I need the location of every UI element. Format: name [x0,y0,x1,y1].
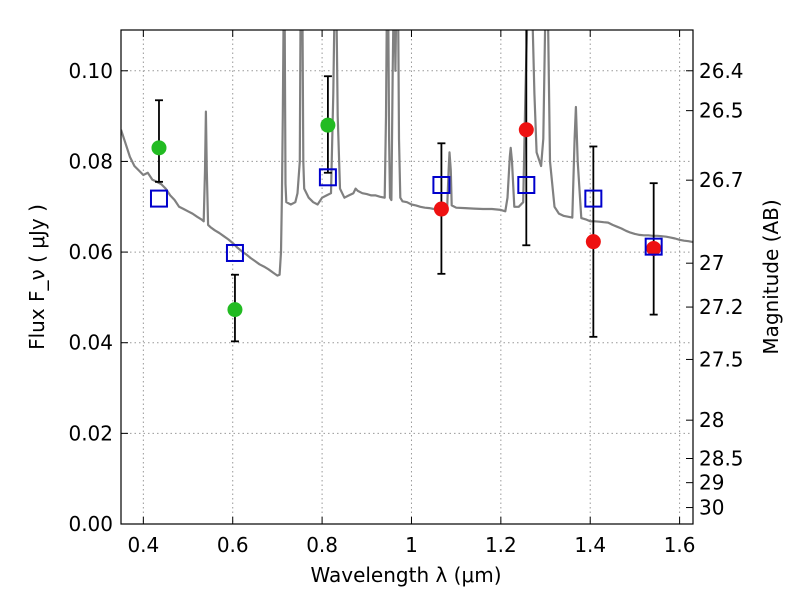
template-spectrum-line [121,30,693,277]
template-spectrum [121,30,693,277]
red-data-point [646,240,662,256]
y2-tick-label: 26.4 [699,59,744,83]
y2-tick-label: 27.5 [699,347,744,371]
green-data-point [320,117,336,133]
x-tick-label: 0.4 [127,533,159,557]
y2-tick-label: 29 [699,471,724,495]
y2-tick-label: 26.7 [699,168,744,192]
y-tick-label: 0.00 [68,512,113,536]
x-axis-label: Wavelength λ (μm) [310,563,501,587]
y-tick-label: 0.10 [68,59,113,83]
model-square [149,189,168,208]
y2-tick-label: 28 [699,408,724,432]
x-tick-label: 0.6 [217,533,249,557]
y-tick-label: 0.08 [68,149,113,173]
red-data-point [433,201,449,217]
y2-axis-label: Magnitude (AB) [759,199,783,354]
y2-tick-label: 27 [699,251,724,275]
x-axis-ticks: 0.4 0.6 0.8 1 1.2 1.4 1.6 [127,30,696,557]
model-square [517,175,536,194]
x-tick-label: 1.2 [485,533,517,557]
model-square [225,243,244,262]
y2-tick-label: 26.5 [699,99,744,123]
x-tick-label: 0.8 [306,533,338,557]
y-tick-label: 0.04 [68,331,113,355]
x-tick-label: 1 [405,533,418,557]
y-tick-label: 0.02 [68,421,113,445]
y2-tick-label: 28.5 [699,446,744,470]
red-data-point [585,234,601,250]
y-tick-label: 0.06 [68,240,113,264]
y-axis-label: Flux F_ν ( μJy ) [25,204,49,350]
green-data-point [151,140,167,156]
x-tick-label: 1.4 [574,533,606,557]
model-points [149,168,663,262]
plot-frame [120,29,694,525]
x-tick-label: 1.6 [664,533,696,557]
model-square [318,168,337,187]
y-axis-ticks: 0.00 0.02 0.04 0.06 0.08 0.10 [68,59,128,536]
data-points [151,117,662,318]
model-square [584,189,603,208]
y2-tick-label: 27.2 [699,295,744,319]
y2-tick-label: 30 [699,496,724,520]
model-square [432,175,451,194]
green-data-point [227,302,243,318]
plot-background [121,30,693,524]
model-square [644,237,663,256]
red-data-point [518,122,534,138]
